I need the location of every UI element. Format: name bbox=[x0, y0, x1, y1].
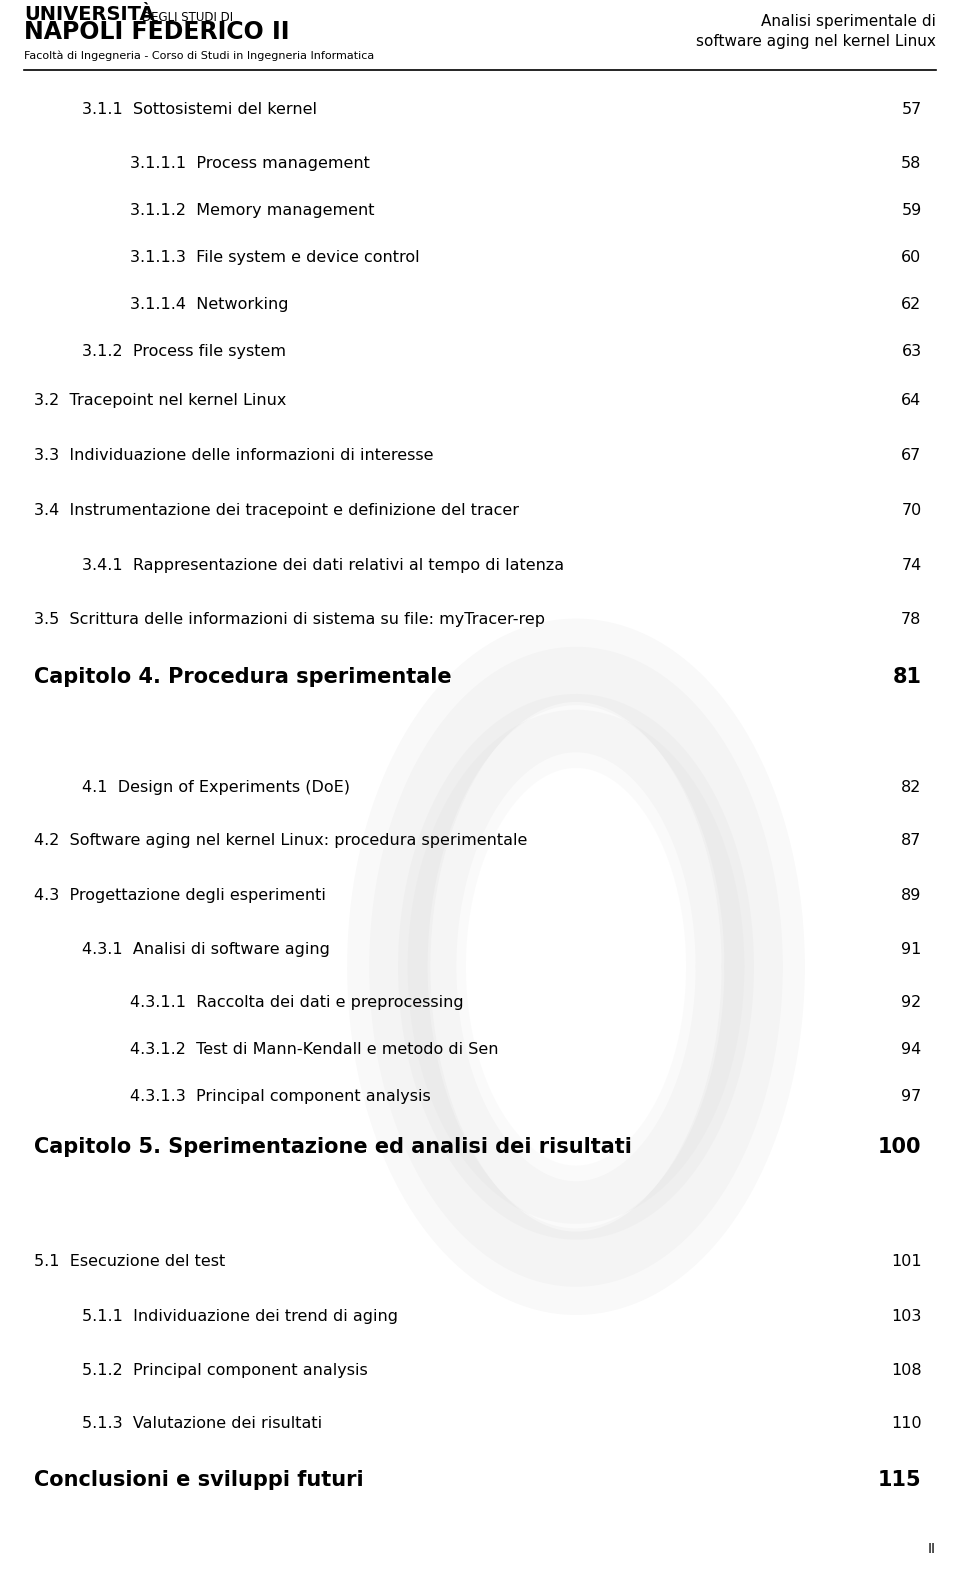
Text: 94: 94 bbox=[901, 1042, 922, 1058]
Text: 5.1  Esecuzione del test: 5.1 Esecuzione del test bbox=[34, 1254, 225, 1270]
Text: 101: 101 bbox=[891, 1254, 922, 1270]
Text: 4.3.1.1  Raccolta dei dati e preprocessing: 4.3.1.1 Raccolta dei dati e preprocessin… bbox=[130, 995, 464, 1011]
Text: NAPOLI FEDERICO II: NAPOLI FEDERICO II bbox=[24, 20, 290, 44]
Text: DEGLI STUDI DI: DEGLI STUDI DI bbox=[142, 11, 233, 24]
Text: II: II bbox=[928, 1542, 936, 1556]
Text: 3.1.1.2  Memory management: 3.1.1.2 Memory management bbox=[130, 203, 374, 219]
Text: 115: 115 bbox=[878, 1470, 922, 1490]
Text: 108: 108 bbox=[891, 1363, 922, 1379]
Text: 3.4  Instrumentazione dei tracepoint e definizione del tracer: 3.4 Instrumentazione dei tracepoint e de… bbox=[34, 503, 518, 519]
Text: 4.3.1  Analisi di software aging: 4.3.1 Analisi di software aging bbox=[82, 942, 329, 957]
Text: 91: 91 bbox=[901, 942, 922, 957]
Text: 81: 81 bbox=[893, 667, 922, 687]
Text: 3.1.1  Sottosistemi del kernel: 3.1.1 Sottosistemi del kernel bbox=[82, 102, 317, 118]
Text: 4.2  Software aging nel kernel Linux: procedura sperimentale: 4.2 Software aging nel kernel Linux: pro… bbox=[34, 833, 527, 849]
Text: 57: 57 bbox=[901, 102, 922, 118]
Text: 64: 64 bbox=[901, 393, 922, 409]
Text: 3.4.1  Rappresentazione dei dati relativi al tempo di latenza: 3.4.1 Rappresentazione dei dati relativi… bbox=[82, 558, 564, 574]
Text: 4.3.1.2  Test di Mann-Kendall e metodo di Sen: 4.3.1.2 Test di Mann-Kendall e metodo di… bbox=[130, 1042, 498, 1058]
Text: 5.1.3  Valutazione dei risultati: 5.1.3 Valutazione dei risultati bbox=[82, 1416, 322, 1432]
Text: 92: 92 bbox=[901, 995, 922, 1011]
Text: 74: 74 bbox=[901, 558, 922, 574]
Text: 3.2  Tracepoint nel kernel Linux: 3.2 Tracepoint nel kernel Linux bbox=[34, 393, 286, 409]
Text: 82: 82 bbox=[901, 780, 922, 795]
Text: 4.1  Design of Experiments (DoE): 4.1 Design of Experiments (DoE) bbox=[82, 780, 349, 795]
Text: 5.1.2  Principal component analysis: 5.1.2 Principal component analysis bbox=[82, 1363, 368, 1379]
Text: 89: 89 bbox=[901, 888, 922, 904]
Text: Conclusioni e sviluppi futuri: Conclusioni e sviluppi futuri bbox=[34, 1470, 363, 1490]
Text: 67: 67 bbox=[901, 448, 922, 464]
Text: 103: 103 bbox=[891, 1309, 922, 1325]
Text: 3.1.1.3  File system e device control: 3.1.1.3 File system e device control bbox=[130, 250, 420, 266]
Text: 70: 70 bbox=[901, 503, 922, 519]
Text: 4.3.1.3  Principal component analysis: 4.3.1.3 Principal component analysis bbox=[130, 1089, 430, 1105]
Text: software aging nel kernel Linux: software aging nel kernel Linux bbox=[696, 33, 936, 49]
Text: UNIVERSITÀ: UNIVERSITÀ bbox=[24, 5, 155, 24]
Text: 78: 78 bbox=[901, 612, 922, 627]
Text: 63: 63 bbox=[901, 344, 922, 360]
Text: 60: 60 bbox=[901, 250, 922, 266]
Text: 5.1.1  Individuazione dei trend di aging: 5.1.1 Individuazione dei trend di aging bbox=[82, 1309, 397, 1325]
Text: 87: 87 bbox=[901, 833, 922, 849]
Text: Capitolo 5. Sperimentazione ed analisi dei risultati: Capitolo 5. Sperimentazione ed analisi d… bbox=[34, 1137, 632, 1157]
Text: Capitolo 4. Procedura sperimentale: Capitolo 4. Procedura sperimentale bbox=[34, 667, 451, 687]
Text: 59: 59 bbox=[901, 203, 922, 219]
Text: Analisi sperimentale di: Analisi sperimentale di bbox=[761, 14, 936, 28]
Text: 3.3  Individuazione delle informazioni di interesse: 3.3 Individuazione delle informazioni di… bbox=[34, 448, 433, 464]
Text: 62: 62 bbox=[901, 297, 922, 313]
Text: 3.1.1.4  Networking: 3.1.1.4 Networking bbox=[130, 297, 288, 313]
Text: 3.5  Scrittura delle informazioni di sistema su file: myTracer-rep: 3.5 Scrittura delle informazioni di sist… bbox=[34, 612, 544, 627]
Text: 58: 58 bbox=[901, 156, 922, 171]
Text: 3.1.2  Process file system: 3.1.2 Process file system bbox=[82, 344, 286, 360]
Text: 97: 97 bbox=[901, 1089, 922, 1105]
Text: 100: 100 bbox=[878, 1137, 922, 1157]
Text: 3.1.1.1  Process management: 3.1.1.1 Process management bbox=[130, 156, 370, 171]
Text: 110: 110 bbox=[891, 1416, 922, 1432]
Text: 4.3  Progettazione degli esperimenti: 4.3 Progettazione degli esperimenti bbox=[34, 888, 325, 904]
Text: Facoltà di Ingegneria - Corso di Studi in Ingegneria Informatica: Facoltà di Ingegneria - Corso di Studi i… bbox=[24, 50, 374, 60]
